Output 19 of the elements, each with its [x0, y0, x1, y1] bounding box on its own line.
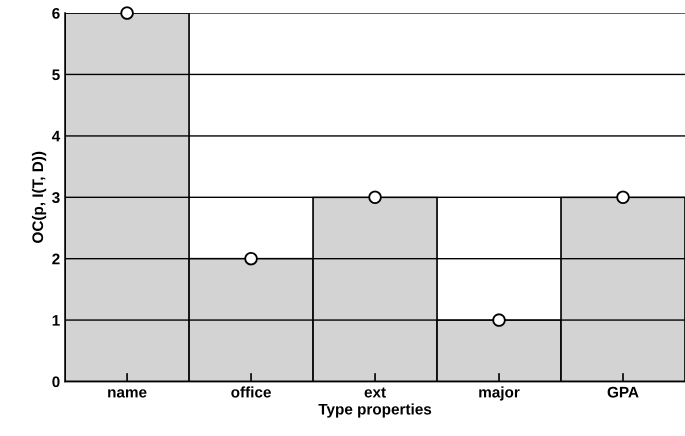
x-tick-label: ext	[364, 387, 386, 398]
point	[244, 252, 258, 266]
point	[616, 190, 630, 204]
point	[368, 190, 382, 204]
y-tick-label: 1	[52, 315, 60, 326]
point	[492, 313, 506, 327]
y-tick-label: 2	[52, 254, 60, 264]
x-tick-label: GPA	[608, 386, 639, 398]
y-tick-label: 0	[52, 376, 60, 388]
x-tick-label: major	[479, 386, 520, 401]
x-tick-label: name	[108, 389, 146, 398]
y-tick-label: 5	[52, 70, 60, 80]
y-tick-label: 6	[52, 8, 60, 19]
y-tick-label: 4	[52, 130, 60, 142]
x-tick-label: office	[231, 386, 271, 398]
point	[120, 6, 134, 20]
x-axis-title: Type properties	[318, 403, 432, 418]
y-tick-label: 3	[52, 192, 60, 203]
y-axis-title: OC(p, I(T, D))	[32, 152, 46, 243]
